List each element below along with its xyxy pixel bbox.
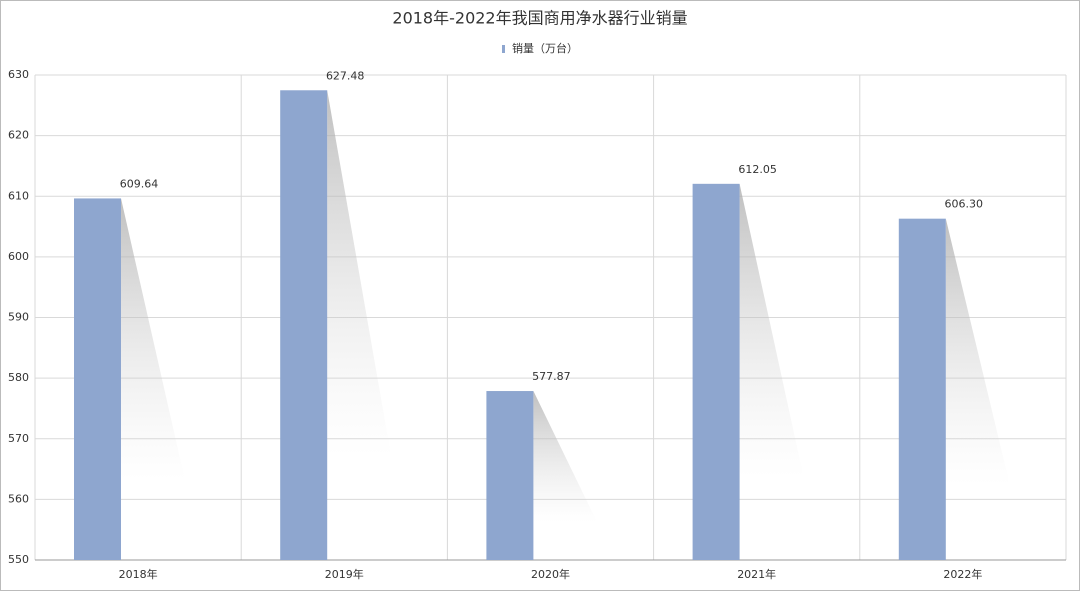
x-tick-label: 2019年	[325, 567, 364, 581]
y-tick-label: 550	[8, 553, 29, 566]
bar-shadow	[121, 198, 185, 481]
data-label: 606.30	[945, 198, 984, 211]
y-tick-label: 560	[8, 492, 29, 505]
bar	[280, 90, 328, 560]
bar-shadow	[739, 183, 804, 478]
y-tick-label: 580	[8, 371, 29, 384]
bar	[898, 218, 946, 560]
y-tick-label: 630	[8, 68, 29, 81]
data-label: 627.48	[326, 69, 365, 82]
x-tick-label: 2018年	[119, 567, 158, 581]
y-tick-label: 570	[8, 432, 29, 445]
data-label: 612.05	[738, 163, 777, 176]
bar	[74, 198, 121, 560]
y-tick-label: 620	[8, 129, 29, 142]
bar-shadow	[533, 391, 598, 523]
data-label: 577.87	[532, 370, 571, 383]
y-tick-label: 600	[8, 250, 29, 263]
x-tick-label: 2021年	[737, 567, 776, 581]
legend-label: 销量（万台）	[512, 41, 578, 55]
bar-shadow	[327, 90, 392, 457]
y-tick-label: 610	[8, 189, 29, 202]
data-label: 609.64	[120, 177, 159, 190]
x-tick-label: 2022年	[943, 567, 982, 581]
bar	[486, 391, 534, 560]
y-tick-label: 590	[8, 311, 29, 324]
legend-swatch	[502, 45, 505, 53]
x-tick-label: 2020年	[531, 567, 570, 581]
chart-title: 2018年-2022年我国商用净水器行业销量	[392, 9, 687, 28]
bar	[692, 183, 740, 560]
bar-shadow	[945, 218, 1010, 485]
